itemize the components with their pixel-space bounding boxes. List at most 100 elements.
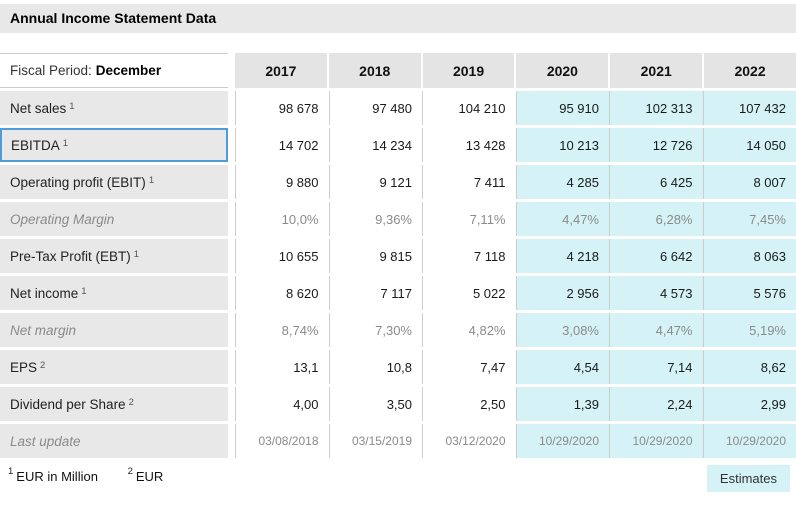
- column-gap: [228, 350, 235, 384]
- column-gap: [228, 239, 235, 273]
- value-cell-ebitda-2017: 14 702: [235, 128, 329, 162]
- fiscal-period-cell: Fiscal Period: December: [0, 53, 228, 88]
- value-cell-eps-2017: 13,1: [235, 350, 329, 384]
- value-cell-ebitda-2022: 14 050: [703, 128, 796, 162]
- row-label-last-update[interactable]: Last update: [0, 424, 228, 458]
- value-cell-operating-profit-ebit-2022: 8 007: [703, 165, 796, 199]
- value-cell-operating-margin-2018: 9,36%: [329, 202, 423, 236]
- value-cell-operating-profit-ebit-2021: 6 425: [609, 165, 703, 199]
- value-cell-net-margin-2019: 4,82%: [422, 313, 516, 347]
- footnote-1-text: EUR in Million: [16, 469, 98, 484]
- value-cell-operating-profit-ebit-2018: 9 121: [329, 165, 423, 199]
- column-gap: [228, 165, 235, 199]
- value-cell-net-margin-2022: 5,19%: [703, 313, 796, 347]
- row-label-text: Dividend per Share: [10, 397, 126, 412]
- value-cell-last-update-2021: 10/29/2020: [609, 424, 703, 458]
- value-cell-ebitda-2019: 13 428: [422, 128, 516, 162]
- footnote-marker: 1: [134, 249, 139, 260]
- value-cell-last-update-2020: 10/29/2020: [516, 424, 610, 458]
- value-cell-net-sales-2019: 104 210: [422, 91, 516, 125]
- fiscal-period-label: Fiscal Period:: [10, 63, 92, 78]
- row-label-operating-profit-ebit[interactable]: Operating profit (EBIT)1: [0, 165, 228, 199]
- value-cell-pre-tax-profit-ebt-2019: 7 118: [422, 239, 516, 273]
- row-label-text: Last update: [10, 434, 81, 449]
- value-cell-net-sales-2017: 98 678: [235, 91, 329, 125]
- footnote-marker: 1: [81, 286, 86, 297]
- value-cell-net-margin-2021: 4,47%: [609, 313, 703, 347]
- value-cell-net-income-2019: 5 022: [422, 276, 516, 310]
- year-header-2022: 2022: [702, 53, 796, 88]
- value-cell-net-sales-2018: 97 480: [329, 91, 423, 125]
- estimates-legend-badge: Estimates: [707, 465, 790, 492]
- value-cell-net-income-2018: 7 117: [329, 276, 423, 310]
- footnote-2-text: EUR: [136, 469, 163, 484]
- value-cell-net-income-2021: 4 573: [609, 276, 703, 310]
- footnote-marker: 2: [129, 397, 134, 408]
- row-label-text: Pre-Tax Profit (EBT): [10, 249, 131, 264]
- footnote-marker: 1: [63, 138, 68, 149]
- value-cell-pre-tax-profit-ebt-2021: 6 642: [609, 239, 703, 273]
- footnote-2-sup: 2: [128, 466, 133, 477]
- column-gap: [228, 424, 235, 458]
- column-gap: [228, 313, 235, 347]
- value-cell-operating-margin-2022: 7,45%: [703, 202, 796, 236]
- row-value-cells: 10,0%9,36%7,11%4,47%6,28%7,45%: [235, 202, 796, 236]
- value-cell-net-income-2020: 2 956: [516, 276, 610, 310]
- value-cell-last-update-2022: 10/29/2020: [703, 424, 796, 458]
- value-cell-net-margin-2017: 8,74%: [235, 313, 329, 347]
- row-label-text: EPS: [10, 360, 37, 375]
- column-gap: [228, 91, 235, 125]
- footnote-1-sup: 1: [8, 466, 13, 477]
- value-cell-eps-2022: 8,62: [703, 350, 796, 384]
- value-cell-last-update-2017: 03/08/2018: [235, 424, 329, 458]
- row-label-pre-tax-profit-ebt[interactable]: Pre-Tax Profit (EBT)1: [0, 239, 228, 273]
- value-cell-operating-profit-ebit-2019: 7 411: [422, 165, 516, 199]
- value-cell-pre-tax-profit-ebt-2018: 9 815: [329, 239, 423, 273]
- value-cell-operating-margin-2017: 10,0%: [235, 202, 329, 236]
- value-cell-operating-profit-ebit-2020: 4 285: [516, 165, 610, 199]
- value-cell-pre-tax-profit-ebt-2020: 4 218: [516, 239, 610, 273]
- year-header-2020: 2020: [514, 53, 608, 88]
- value-cell-net-sales-2020: 95 910: [516, 91, 610, 125]
- row-label-operating-margin[interactable]: Operating Margin: [0, 202, 228, 236]
- column-gap: [228, 202, 235, 236]
- value-cell-ebitda-2020: 10 213: [516, 128, 610, 162]
- column-gap: [228, 387, 235, 421]
- footnote-marker: 1: [149, 175, 154, 186]
- footnote-marker: 1: [69, 101, 74, 112]
- value-cell-net-sales-2021: 102 313: [609, 91, 703, 125]
- value-cell-dividend-per-share-2018: 3,50: [329, 387, 423, 421]
- column-gap: [228, 276, 235, 310]
- value-cell-eps-2020: 4,54: [516, 350, 610, 384]
- value-cell-operating-profit-ebit-2017: 9 880: [235, 165, 329, 199]
- row-label-net-margin[interactable]: Net margin: [0, 313, 228, 347]
- year-header-2021: 2021: [608, 53, 702, 88]
- row-label-text: Net income: [10, 286, 78, 301]
- value-cell-operating-margin-2021: 6,28%: [609, 202, 703, 236]
- value-cell-dividend-per-share-2022: 2,99: [703, 387, 796, 421]
